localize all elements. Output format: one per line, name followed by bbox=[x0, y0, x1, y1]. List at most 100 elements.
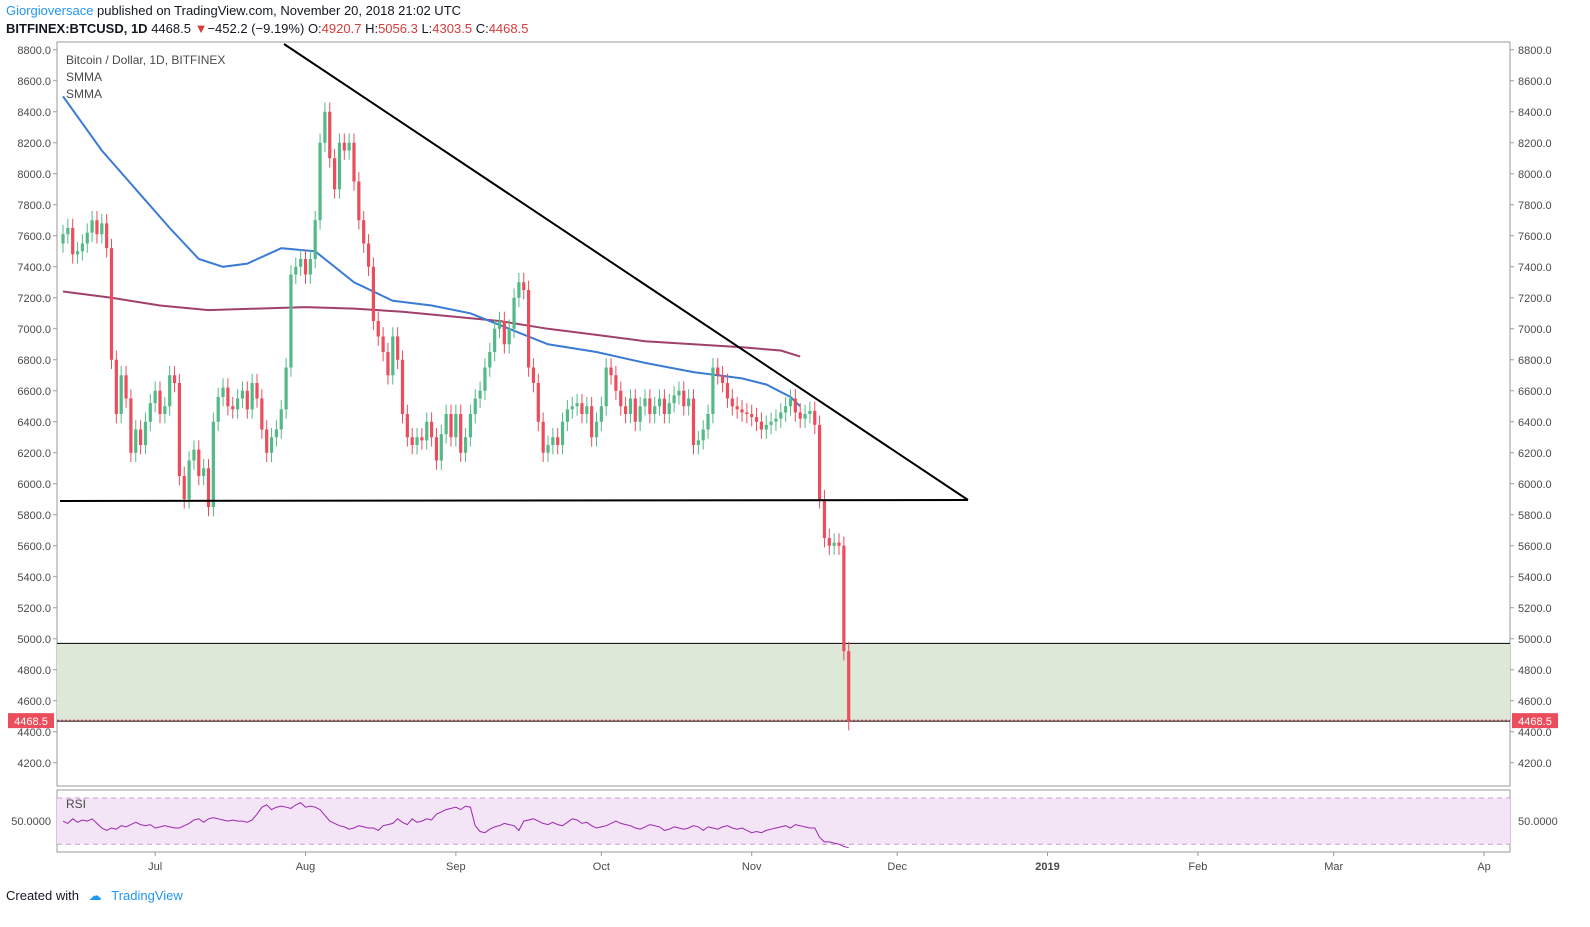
y-tick-label-right: 5800.0 bbox=[1518, 510, 1552, 522]
candle bbox=[517, 272, 521, 308]
candle-body bbox=[803, 414, 807, 419]
candle bbox=[71, 218, 75, 264]
candle bbox=[769, 412, 773, 435]
candle-body bbox=[594, 421, 599, 438]
candle-body bbox=[497, 321, 502, 329]
candle-body bbox=[706, 414, 710, 430]
y-tick-label-left: 4200.0 bbox=[17, 758, 51, 770]
candle bbox=[216, 387, 220, 432]
candle-body bbox=[386, 352, 390, 376]
candle-body bbox=[265, 429, 269, 453]
candle bbox=[381, 327, 385, 362]
candle bbox=[439, 424, 443, 470]
candle-body bbox=[638, 406, 642, 422]
descending-trendline bbox=[283, 43, 969, 501]
y-tick-label-right: 5600.0 bbox=[1518, 541, 1552, 553]
candle bbox=[90, 210, 94, 242]
candle-body bbox=[551, 437, 555, 445]
candle-body bbox=[449, 414, 453, 438]
candle bbox=[493, 319, 497, 362]
candle bbox=[759, 412, 763, 439]
candle bbox=[100, 214, 104, 244]
candle-body bbox=[536, 383, 540, 422]
candle bbox=[478, 381, 482, 408]
rsi-tick-label-left: 50.0000 bbox=[11, 816, 51, 828]
candle bbox=[420, 427, 424, 450]
high-value: 5056.3 bbox=[378, 21, 418, 36]
legend-entry: SMMA bbox=[66, 87, 102, 101]
candle-body bbox=[269, 437, 274, 453]
candle-body bbox=[633, 398, 637, 422]
support-zone-rect bbox=[57, 643, 1510, 721]
candle bbox=[847, 641, 851, 731]
candle-body bbox=[211, 421, 215, 507]
tradingview-logo-icon[interactable]: ☁ bbox=[88, 888, 102, 903]
candle-body bbox=[342, 142, 346, 151]
candle bbox=[366, 234, 371, 277]
candle bbox=[750, 404, 754, 427]
candle bbox=[357, 172, 361, 230]
candle bbox=[798, 403, 802, 428]
footer: Created with ☁ TradingView bbox=[6, 888, 183, 904]
candle-body bbox=[114, 359, 118, 414]
candle-body bbox=[614, 375, 618, 391]
candle-body bbox=[556, 437, 560, 445]
candle bbox=[444, 404, 448, 444]
candle bbox=[784, 396, 788, 422]
candle-body bbox=[764, 424, 768, 430]
y-tick-label-right: 8800.0 bbox=[1518, 45, 1552, 57]
candle-body bbox=[75, 251, 80, 255]
candle-body bbox=[759, 421, 763, 430]
candle-body bbox=[143, 421, 148, 445]
candle-body bbox=[381, 336, 385, 352]
candle bbox=[483, 358, 487, 401]
candle-body bbox=[774, 418, 778, 422]
candle bbox=[735, 396, 739, 419]
candle bbox=[473, 389, 477, 424]
trendlines bbox=[59, 43, 969, 502]
x-tick-label: Jul bbox=[148, 861, 162, 873]
candle bbox=[396, 327, 400, 370]
candle bbox=[531, 358, 536, 393]
candle bbox=[129, 389, 133, 463]
candle-body bbox=[473, 398, 477, 414]
author-link[interactable]: Giorgioversace bbox=[6, 3, 94, 18]
candle bbox=[740, 400, 744, 422]
candle bbox=[342, 133, 346, 160]
candle-body bbox=[721, 375, 725, 383]
candle bbox=[143, 412, 148, 455]
candle-body bbox=[784, 406, 788, 413]
candle-body bbox=[687, 398, 691, 407]
candle-body bbox=[231, 406, 235, 410]
change-value: −452.2 (−9.19%) bbox=[207, 21, 305, 36]
horizontal-support-line bbox=[59, 499, 969, 502]
candle-body bbox=[124, 375, 128, 399]
rsi-label: RSI bbox=[66, 797, 86, 811]
candle bbox=[410, 427, 414, 455]
candle bbox=[546, 435, 550, 463]
candle bbox=[95, 210, 99, 244]
candle bbox=[488, 342, 492, 377]
candle bbox=[434, 427, 439, 470]
candle-body bbox=[391, 336, 395, 376]
candle bbox=[609, 358, 613, 385]
y-tick-label-right: 7400.0 bbox=[1518, 262, 1552, 274]
candle bbox=[706, 404, 710, 439]
y-tick-label-right: 7000.0 bbox=[1518, 324, 1552, 336]
candle-body bbox=[527, 290, 531, 368]
candle-body bbox=[177, 383, 181, 476]
price-axis: 8800.0 8800.0 8600.0 8600.0 8400.0 8400.0 8200… bbox=[8, 45, 1558, 770]
candle bbox=[541, 412, 545, 463]
candle bbox=[754, 407, 759, 432]
candle bbox=[716, 358, 720, 385]
candle-body bbox=[274, 429, 278, 438]
candle bbox=[405, 404, 409, 447]
candle-body bbox=[396, 336, 400, 360]
close-value: 4468.5 bbox=[488, 21, 529, 36]
ohlc-header: BITFINEX:BTCUSD, 1D 4468.5 ▼−452.2 (−9.1… bbox=[6, 21, 528, 36]
candle-body bbox=[153, 390, 157, 404]
tradingview-link[interactable]: TradingView bbox=[111, 888, 183, 903]
y-tick-label-left: 8200.0 bbox=[17, 138, 51, 150]
candle bbox=[211, 412, 215, 517]
